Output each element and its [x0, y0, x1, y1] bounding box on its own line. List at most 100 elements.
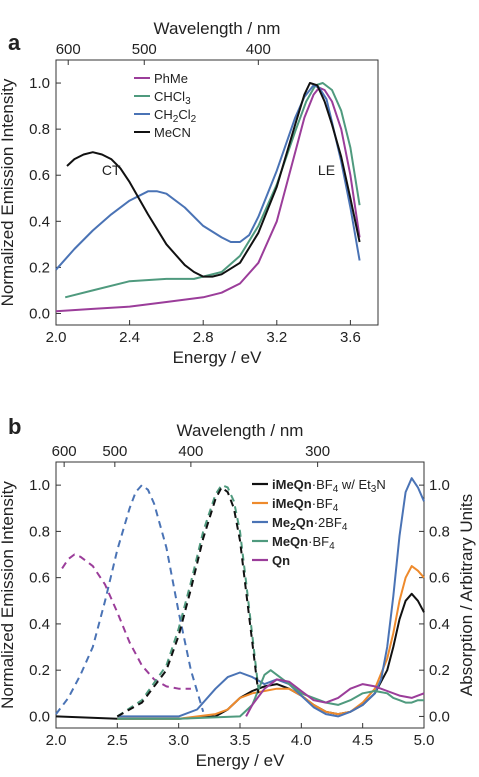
legend-label: Qn: [272, 553, 290, 568]
legend-text-part: MeCN: [154, 125, 191, 140]
legend-text-part: MeQn: [272, 534, 308, 549]
series-line-3: [66, 82, 361, 278]
legend-text-part: 4: [333, 503, 339, 514]
legend-text-part: PhMe: [154, 71, 188, 86]
x-tick-label: 3.5: [230, 732, 251, 749]
panel-a: 2.0 2.4 2.8 3.2 3.6 0.0 0.2 0.4 0.6 0.8 1.0 600 500 4…: [0, 19, 379, 367]
y-tick-label: 0.6: [29, 570, 50, 587]
series-line-1: [64, 82, 361, 299]
legend-text-part: ·2BF: [314, 515, 342, 530]
legend-text-part: 2: [191, 114, 197, 125]
x-tick-label: 5.0: [414, 732, 435, 749]
legend-text-part: 4: [329, 541, 335, 552]
series-line-1: [117, 565, 425, 720]
top-tick-label: 600: [56, 41, 81, 58]
y-axis-title: Normalized Emission Intensity: [0, 78, 17, 306]
legend-text-part: Qn: [272, 553, 290, 568]
legend-text-part: Qn: [296, 515, 314, 530]
y2-tick-label: 0.2: [429, 662, 450, 679]
y-tick-label: 0.2: [29, 259, 50, 276]
legend-text-part: iMeQn: [272, 496, 312, 511]
x-tick-label: 4.5: [352, 732, 373, 749]
legend-text-part: 4: [333, 484, 339, 495]
top-tick-label: 600: [52, 443, 77, 460]
series-line-2: [55, 84, 361, 271]
y-tick-label: 0.0: [29, 708, 50, 725]
legend-text-part: 4: [342, 522, 348, 533]
y-tick-label: 0.8: [29, 523, 50, 540]
series-line-7: [116, 484, 260, 718]
legend-label: iMeQn·BF4: [272, 496, 339, 514]
legend-label: MeQn·BF4: [272, 534, 335, 552]
x-tick-label: 2.0: [46, 732, 67, 749]
legend-text-part: 3: [185, 96, 191, 107]
x-tick-label: 2.8: [193, 329, 214, 346]
legend-label: CHCl3: [154, 89, 191, 107]
legend-text-part: ·BF: [308, 534, 329, 549]
legend-label: iMeQn·BF4 w/ Et3N: [272, 477, 386, 495]
y2-tick-label: 0.0: [429, 708, 450, 725]
y-tick-label: 1.0: [29, 75, 50, 92]
legend-text-part: 2: [290, 522, 296, 533]
x-axis-title: Energy / eV: [173, 348, 262, 367]
series-line-6: [55, 484, 205, 715]
legend-label: MeCN: [154, 125, 191, 140]
panel-letter: b: [8, 414, 21, 439]
x-tick-label: 2.0: [46, 329, 67, 346]
x-tick-label: 4.0: [291, 732, 312, 749]
legend-text-part: iMeQn: [272, 477, 312, 492]
legend-text-part: ·BF: [312, 496, 333, 511]
top-x-axis-title: Wavelength / nm: [154, 19, 281, 38]
legend-label: Me2Qn·2BF4: [272, 515, 348, 533]
y-axis-title: Normalized Emission Intensity: [0, 481, 17, 709]
y2-tick-label: 0.4: [429, 616, 450, 633]
y-tick-label: 0.8: [29, 121, 50, 138]
y-tick-label: 0.6: [29, 167, 50, 184]
y-tick-label: 0.4: [29, 213, 50, 230]
annotation-label: LE: [318, 162, 335, 178]
plot-frame: [55, 59, 379, 326]
legend-text-part: ·BF: [312, 477, 333, 492]
top-tick-label: 400: [178, 443, 203, 460]
annotation-label: CT: [102, 162, 121, 178]
series-line-0: [55, 86, 361, 313]
y2-tick-label: 0.8: [429, 523, 450, 540]
series-line-8: [116, 486, 260, 718]
x-tick-label: 3.2: [266, 329, 287, 346]
legend-label: PhMe: [154, 71, 188, 86]
x-tick-label: 3.6: [340, 329, 361, 346]
x-tick-label: 2.4: [119, 329, 140, 346]
y-tick-label: 1.0: [29, 477, 50, 494]
x-axis-title: Energy / eV: [196, 751, 285, 770]
y-tick-label: 0.2: [29, 662, 50, 679]
legend-text-part: CHCl: [154, 89, 185, 104]
series-line-2: [117, 477, 425, 718]
legend-text-part: 2: [173, 114, 179, 125]
series-line-4: [245, 678, 425, 717]
legend-text-part: N: [376, 477, 385, 492]
legend-label: CH2Cl2: [154, 107, 197, 125]
top-tick-label: 300: [305, 443, 330, 460]
y2-tick-label: 1.0: [429, 477, 450, 494]
top-tick-label: 400: [246, 41, 271, 58]
panel-b: 2.0 2.5 3.0 3.5 4.0 4.5 5.0 0.0 0.2 0.4 0.6 0.8 1.0 0…: [0, 414, 476, 770]
y-tick-label: 0.0: [29, 305, 50, 322]
legend-text-part: w/ Et: [338, 477, 371, 492]
series-line-5: [61, 553, 191, 690]
top-x-axis-title: Wavelength / nm: [177, 421, 304, 440]
legend-text-part: Cl: [178, 107, 190, 122]
plot-frame: [55, 461, 425, 729]
y-tick-label: 0.4: [29, 616, 50, 633]
panel-letter: a: [8, 30, 21, 55]
x-tick-label: 2.5: [107, 732, 128, 749]
series-line-3: [117, 669, 424, 720]
x-tick-label: 3.0: [168, 732, 189, 749]
legend-text-part: Me: [272, 515, 290, 530]
top-tick-label: 500: [102, 443, 127, 460]
y2-axis-title: Absorption / Arbitrary Units: [457, 494, 476, 696]
legend-text-part: CH: [154, 107, 173, 122]
y2-tick-label: 0.6: [429, 570, 450, 587]
top-tick-label: 500: [132, 41, 157, 58]
legend-text-part: 3: [371, 484, 377, 495]
